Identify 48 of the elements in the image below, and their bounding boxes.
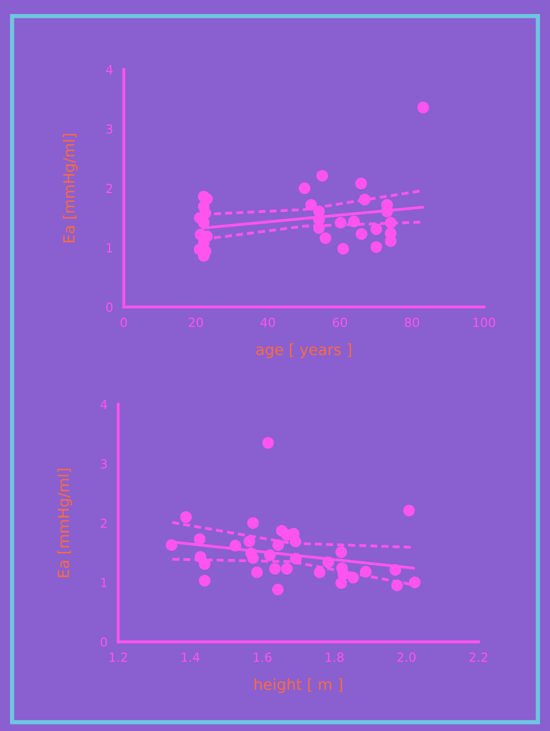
point (194, 533, 206, 545)
point (244, 536, 256, 548)
point (247, 517, 259, 529)
y-tick-label: 2 (106, 184, 112, 193)
x-axis-title: height [ m ] (254, 678, 342, 694)
x-tick-label: 1.2 (110, 652, 127, 662)
x-tick-label: 80 (404, 318, 420, 328)
y-tick-label: 0 (106, 302, 113, 312)
x-tick-label: 100 (473, 318, 496, 328)
x-tick-label: 2.2 (469, 652, 488, 662)
point (403, 504, 415, 516)
point (370, 223, 382, 236)
point (417, 102, 429, 114)
y-axis-title: Ea [mmHg/ml] (62, 134, 78, 242)
point (251, 566, 263, 578)
x-tick-label: 0 (120, 318, 127, 328)
x-tick-label: 2.0 (397, 652, 416, 662)
y-tick-label: 1 (106, 243, 112, 252)
y-tick-label: 2 (100, 518, 107, 528)
point (356, 228, 368, 240)
y-tick-label: 0 (100, 637, 108, 647)
point (320, 232, 332, 244)
point (335, 546, 348, 558)
point (269, 562, 281, 575)
x-axis-title: age [ years ] (256, 343, 352, 358)
point (370, 241, 382, 253)
point (272, 584, 284, 596)
x-tick-label: 20 (188, 318, 203, 328)
y-tick-label: 1 (101, 578, 107, 588)
point (180, 511, 192, 523)
y-tick-label: 3 (100, 459, 107, 469)
point (316, 170, 328, 182)
x-tick-label: 1.6 (254, 652, 272, 662)
x-tick-label: 40 (260, 318, 275, 328)
y-tick-label: 3 (106, 124, 112, 134)
point (198, 574, 211, 586)
point (355, 178, 367, 190)
y-tick-label: 4 (106, 65, 113, 74)
point (408, 576, 421, 588)
point (262, 437, 274, 449)
x-tick-label: 1.8 (326, 652, 344, 662)
x-tick-label: 1.4 (182, 652, 200, 662)
point (337, 243, 349, 255)
y-axis-title: Ea [mmHg/ml] (57, 468, 72, 578)
y-tick-label: 4 (100, 400, 108, 409)
point (298, 182, 310, 194)
x-tick-label: 60 (332, 318, 348, 328)
point (281, 562, 293, 575)
